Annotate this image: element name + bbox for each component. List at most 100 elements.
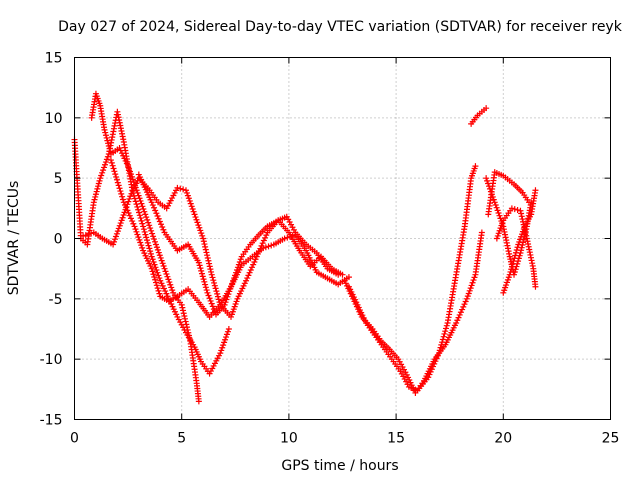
data-point — [191, 211, 198, 218]
data-point — [520, 218, 527, 225]
y-axis-title: SDTVAR / TECUs — [6, 181, 22, 296]
data-point — [179, 304, 186, 311]
data-point — [198, 267, 205, 274]
data-point — [512, 249, 519, 256]
data-point — [85, 231, 92, 238]
data-point — [221, 301, 228, 308]
data-point — [155, 215, 162, 222]
data-point — [92, 191, 99, 198]
data-point — [134, 189, 141, 196]
x-tick-label: 5 — [177, 431, 186, 447]
data-point — [513, 247, 520, 254]
data-point — [103, 134, 110, 141]
data-point — [152, 264, 159, 271]
data-point — [514, 244, 521, 251]
data-point — [102, 159, 109, 166]
data-point — [152, 241, 159, 248]
data-point — [130, 220, 137, 227]
data-point — [101, 161, 108, 168]
data-point — [148, 253, 155, 260]
x-tick-label: 0 — [70, 431, 79, 447]
data-point — [119, 193, 126, 200]
data-point — [112, 233, 119, 240]
data-point — [181, 315, 188, 322]
data-point — [160, 226, 167, 233]
data-point — [221, 339, 228, 346]
data-point — [111, 236, 118, 243]
data-point — [168, 284, 175, 291]
data-point — [202, 281, 209, 288]
data-point — [154, 269, 161, 276]
y-tick-label: 0 — [54, 232, 63, 248]
data-point — [478, 229, 485, 236]
data-point — [119, 196, 126, 203]
data-point — [100, 167, 107, 174]
data-point — [110, 165, 117, 172]
data-point — [132, 226, 139, 233]
data-point — [185, 195, 192, 202]
data-point — [102, 129, 109, 136]
data-point — [196, 224, 203, 231]
data-point — [153, 267, 160, 274]
data-point — [135, 192, 142, 199]
data-point — [90, 199, 97, 206]
data-point — [522, 229, 529, 236]
data-point — [268, 242, 275, 249]
data-point — [187, 200, 194, 207]
data-point — [159, 260, 166, 267]
data-point — [222, 299, 229, 306]
data-point — [184, 192, 191, 199]
data-point — [453, 319, 460, 326]
data-point — [117, 188, 124, 195]
data-point — [209, 274, 216, 281]
data-point — [88, 230, 95, 237]
series-track-d — [107, 157, 352, 320]
data-point — [153, 244, 160, 251]
data-point — [151, 238, 158, 245]
data-point — [260, 237, 267, 244]
data-point — [148, 227, 155, 234]
data-point — [157, 254, 164, 261]
data-point — [265, 243, 272, 250]
data-point — [152, 279, 159, 286]
data-point — [511, 206, 518, 213]
data-point — [91, 196, 98, 203]
data-point — [196, 262, 203, 269]
data-point — [198, 230, 205, 237]
data-point — [215, 296, 222, 303]
data-point — [532, 187, 539, 194]
data-point — [155, 287, 162, 294]
data-point — [129, 218, 136, 225]
data-point — [144, 237, 151, 244]
data-point — [207, 266, 214, 273]
data-point — [233, 269, 240, 276]
data-point — [200, 235, 207, 242]
data-point — [125, 163, 132, 170]
data-point — [211, 282, 218, 289]
data-point — [135, 209, 142, 216]
data-point — [185, 329, 192, 336]
data-point — [208, 271, 215, 278]
data-point — [150, 271, 157, 278]
data-point — [226, 288, 233, 295]
data-point — [116, 185, 123, 192]
data-point — [143, 234, 150, 241]
data-point — [102, 132, 109, 139]
x-tick-label: 25 — [602, 431, 620, 447]
data-point — [120, 212, 127, 219]
data-point — [468, 282, 475, 289]
data-point — [107, 148, 114, 155]
data-point — [139, 220, 146, 227]
data-point — [263, 232, 270, 239]
data-point — [260, 245, 267, 252]
data-point — [199, 232, 206, 239]
data-point — [122, 201, 129, 208]
data-point — [137, 239, 144, 246]
data-point — [214, 290, 221, 297]
data-point — [184, 326, 191, 333]
data-point — [139, 203, 146, 210]
data-point — [113, 176, 120, 183]
data-point — [169, 287, 176, 294]
data-point — [80, 233, 87, 240]
data-point — [140, 206, 147, 213]
